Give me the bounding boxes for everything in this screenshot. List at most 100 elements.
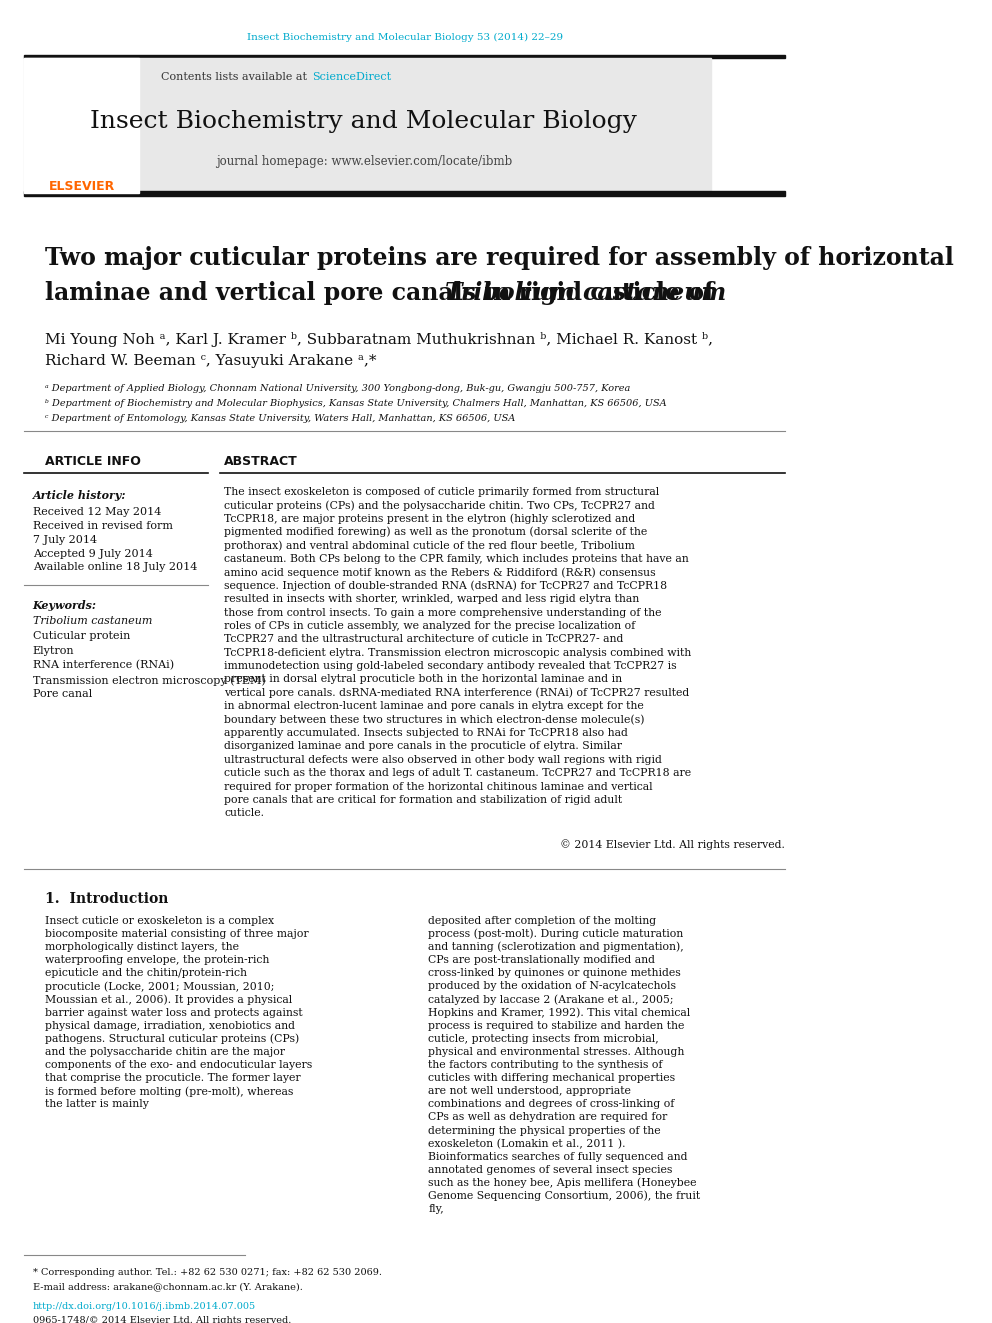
Text: castaneum. Both CPs belong to the CPR family, which includes proteins that have : castaneum. Both CPs belong to the CPR fa… [224, 554, 689, 564]
Text: ᶜ Department of Entomology, Kansas State University, Waters Hall, Manhattan, KS : ᶜ Department of Entomology, Kansas State… [45, 414, 515, 423]
Text: cuticle such as the thorax and legs of adult T. castaneum. TcCPR27 and TcCPR18 a: cuticle such as the thorax and legs of a… [224, 769, 691, 778]
Text: CPs are post-translationally modified and: CPs are post-translationally modified an… [429, 955, 656, 966]
Text: amino acid sequence motif known as the Rebers & Riddiford (R&R) consensus: amino acid sequence motif known as the R… [224, 568, 656, 578]
Text: deposited after completion of the molting: deposited after completion of the moltin… [429, 916, 657, 926]
Text: Two major cuticular proteins are required for assembly of horizontal: Two major cuticular proteins are require… [45, 246, 953, 270]
Text: TcCPR18, are major proteins present in the elytron (highly sclerotized and: TcCPR18, are major proteins present in t… [224, 513, 636, 524]
Text: pore canals that are critical for formation and stabilization of rigid adult: pore canals that are critical for format… [224, 795, 622, 804]
Text: Received 12 May 2014: Received 12 May 2014 [33, 507, 161, 517]
Text: fly,: fly, [429, 1204, 444, 1215]
Text: boundary between these two structures in which electron-dense molecule(s): boundary between these two structures in… [224, 714, 645, 725]
Text: Article history:: Article history: [33, 491, 126, 501]
Text: the factors contributing to the synthesis of: the factors contributing to the synthesi… [429, 1060, 663, 1070]
Text: ARTICLE INFO: ARTICLE INFO [45, 455, 141, 468]
Text: cuticular proteins (CPs) and the polysaccharide chitin. Two CPs, TcCPR27 and: cuticular proteins (CPs) and the polysac… [224, 500, 656, 511]
Text: and the polysaccharide chitin are the major: and the polysaccharide chitin are the ma… [45, 1046, 285, 1057]
Text: Transmission electron microscopy (TEM): Transmission electron microscopy (TEM) [33, 675, 266, 685]
Text: Insect cuticle or exoskeleton is a complex: Insect cuticle or exoskeleton is a compl… [45, 916, 274, 926]
Text: roles of CPs in cuticle assembly, we analyzed for the precise localization of: roles of CPs in cuticle assembly, we ana… [224, 620, 636, 631]
Text: physical and environmental stresses. Although: physical and environmental stresses. Alt… [429, 1046, 684, 1057]
Text: Keywords:: Keywords: [33, 599, 96, 611]
Text: immunodetection using gold-labeled secondary antibody revealed that TcCPR27 is: immunodetection using gold-labeled secon… [224, 662, 677, 671]
Text: disorganized laminae and pore canals in the procuticle of elytra. Similar: disorganized laminae and pore canals in … [224, 741, 622, 751]
Text: RNA interference (RNAi): RNA interference (RNAi) [33, 660, 174, 671]
Text: Tribolium castaneum: Tribolium castaneum [33, 617, 152, 626]
Text: procuticle (Locke, 2001; Moussian, 2010;: procuticle (Locke, 2001; Moussian, 2010; [45, 982, 274, 992]
Text: laminae and vertical pore canals in rigid cuticle of: laminae and vertical pore canals in rigi… [45, 280, 722, 304]
Text: such as the honey bee, Apis mellifera (Honeybee: such as the honey bee, Apis mellifera (H… [429, 1177, 696, 1188]
Text: Insect Biochemistry and Molecular Biology: Insect Biochemistry and Molecular Biolog… [90, 110, 637, 132]
Text: Richard W. Beeman ᶜ, Yasuyuki Arakane ᵃ,*: Richard W. Beeman ᶜ, Yasuyuki Arakane ᵃ,… [45, 355, 376, 368]
Text: barrier against water loss and protects against: barrier against water loss and protects … [45, 1008, 303, 1017]
Text: Tribolium castaneum: Tribolium castaneum [444, 280, 726, 304]
Text: ᵃ Department of Applied Biology, Chonnam National University, 300 Yongbong-dong,: ᵃ Department of Applied Biology, Chonnam… [45, 385, 630, 393]
Text: cuticles with differing mechanical properties: cuticles with differing mechanical prope… [429, 1073, 676, 1084]
Text: Genome Sequencing Consortium, 2006), the fruit: Genome Sequencing Consortium, 2006), the… [429, 1191, 700, 1201]
Text: cuticle.: cuticle. [224, 808, 264, 819]
Text: is formed before molting (pre-molt), whereas: is formed before molting (pre-molt), whe… [45, 1086, 294, 1097]
Text: Elytron: Elytron [33, 646, 74, 656]
Text: pigmented modified forewing) as well as the pronotum (dorsal sclerite of the: pigmented modified forewing) as well as … [224, 527, 648, 537]
Text: and tanning (sclerotization and pigmentation),: and tanning (sclerotization and pigmenta… [429, 942, 684, 953]
Text: the latter is mainly: the latter is mainly [45, 1099, 149, 1109]
Text: catalyzed by laccase 2 (Arakane et al., 2005;: catalyzed by laccase 2 (Arakane et al., … [429, 995, 674, 1005]
Text: Mi Young Noh ᵃ, Karl J. Kramer ᵇ, Subbaratnam Muthukrishnan ᵇ, Michael R. Kanost: Mi Young Noh ᵃ, Karl J. Kramer ᵇ, Subbar… [45, 332, 713, 347]
Text: in abnormal electron-lucent laminae and pore canals in elytra except for the: in abnormal electron-lucent laminae and … [224, 701, 644, 712]
Text: 0965-1748/© 2014 Elsevier Ltd. All rights reserved.: 0965-1748/© 2014 Elsevier Ltd. All right… [33, 1316, 291, 1323]
Text: cross-linked by quinones or quinone methides: cross-linked by quinones or quinone meth… [429, 968, 682, 979]
Text: Moussian et al., 2006). It provides a physical: Moussian et al., 2006). It provides a ph… [45, 995, 292, 1005]
Text: cuticle, protecting insects from microbial,: cuticle, protecting insects from microbi… [429, 1033, 659, 1044]
Text: process is required to stabilize and harden the: process is required to stabilize and har… [429, 1021, 684, 1031]
Text: Hopkins and Kramer, 1992). This vital chemical: Hopkins and Kramer, 1992). This vital ch… [429, 1007, 690, 1017]
Text: pathogens. Structural cuticular proteins (CPs): pathogens. Structural cuticular proteins… [45, 1033, 300, 1044]
Text: 1.  Introduction: 1. Introduction [45, 892, 169, 906]
Text: TcCPR18-deficient elytra. Transmission electron microscopic analysis combined wi: TcCPR18-deficient elytra. Transmission e… [224, 648, 691, 658]
Text: exoskeleton (Lomakin et al., 2011 ).: exoskeleton (Lomakin et al., 2011 ). [429, 1138, 626, 1148]
Bar [25, 57, 711, 193]
Text: those from control insects. To gain a more comprehensive understanding of the: those from control insects. To gain a mo… [224, 607, 662, 618]
Text: physical damage, irradiation, xenobiotics and: physical damage, irradiation, xenobiotic… [45, 1021, 295, 1031]
Text: Accepted 9 July 2014: Accepted 9 July 2014 [33, 549, 153, 558]
Text: resulted in insects with shorter, wrinkled, warped and less rigid elytra than: resulted in insects with shorter, wrinkl… [224, 594, 640, 605]
Text: vertical pore canals. dsRNA-mediated RNA interference (RNAi) of TcCPR27 resulted: vertical pore canals. dsRNA-mediated RNA… [224, 688, 689, 699]
Text: waterproofing envelope, the protein-rich: waterproofing envelope, the protein-rich [45, 955, 269, 966]
Text: Available online 18 July 2014: Available online 18 July 2014 [33, 562, 197, 573]
Text: * Corresponding author. Tel.: +82 62 530 0271; fax: +82 62 530 2069.: * Corresponding author. Tel.: +82 62 530… [33, 1269, 382, 1277]
Text: annotated genomes of several insect species: annotated genomes of several insect spec… [429, 1164, 673, 1175]
Text: ultrastructural defects were also observed in other body wall regions with rigid: ultrastructural defects were also observ… [224, 755, 663, 765]
Text: morphologically distinct layers, the: morphologically distinct layers, the [45, 942, 239, 953]
Text: that comprise the procuticle. The former layer: that comprise the procuticle. The former… [45, 1073, 301, 1084]
Text: ABSTRACT: ABSTRACT [224, 455, 299, 468]
Text: epicuticle and the chitin/protein-rich: epicuticle and the chitin/protein-rich [45, 968, 247, 979]
Text: determining the physical properties of the: determining the physical properties of t… [429, 1126, 661, 1135]
Text: present in dorsal elytral procuticle both in the horizontal laminae and in: present in dorsal elytral procuticle bot… [224, 675, 622, 684]
Text: © 2014 Elsevier Ltd. All rights reserved.: © 2014 Elsevier Ltd. All rights reserved… [559, 839, 785, 851]
Bar [25, 54, 785, 57]
Text: 7 July 2014: 7 July 2014 [33, 534, 97, 545]
Text: sequence. Injection of double-stranded RNA (dsRNA) for TcCPR27 and TcCPR18: sequence. Injection of double-stranded R… [224, 581, 668, 591]
Text: components of the exo- and endocuticular layers: components of the exo- and endocuticular… [45, 1060, 312, 1070]
Text: Bioinformatics searches of fully sequenced and: Bioinformatics searches of fully sequenc… [429, 1152, 687, 1162]
Text: Contents lists available at: Contents lists available at [161, 73, 310, 82]
Text: Pore canal: Pore canal [33, 689, 92, 700]
Text: produced by the oxidation of N-acylcatechols: produced by the oxidation of N-acylcatec… [429, 982, 677, 991]
Text: TcCPR27 and the ultrastructural architecture of cuticle in TcCPR27- and: TcCPR27 and the ultrastructural architec… [224, 634, 624, 644]
Text: Insect Biochemistry and Molecular Biology 53 (2014) 22–29: Insect Biochemistry and Molecular Biolog… [247, 33, 562, 42]
Bar [25, 57, 139, 193]
Text: prothorax) and ventral abdominal cuticle of the red flour beetle, Tribolium: prothorax) and ventral abdominal cuticle… [224, 540, 635, 550]
Text: ᵇ Department of Biochemistry and Molecular Biophysics, Kansas State University, : ᵇ Department of Biochemistry and Molecul… [45, 400, 667, 409]
Text: required for proper formation of the horizontal chitinous laminae and vertical: required for proper formation of the hor… [224, 782, 653, 791]
Text: ScienceDirect: ScienceDirect [311, 73, 391, 82]
Text: journal homepage: www.elsevier.com/locate/ibmb: journal homepage: www.elsevier.com/locat… [215, 155, 512, 168]
Text: biocomposite material consisting of three major: biocomposite material consisting of thre… [45, 929, 309, 939]
Text: Cuticular protein: Cuticular protein [33, 631, 130, 640]
Text: E-mail address: arakane@chonnam.ac.kr (Y. Arakane).: E-mail address: arakane@chonnam.ac.kr (Y… [33, 1282, 303, 1291]
Text: process (post-molt). During cuticle maturation: process (post-molt). During cuticle matu… [429, 929, 683, 939]
Text: combinations and degrees of cross-linking of: combinations and degrees of cross-linkin… [429, 1099, 675, 1109]
Text: http://dx.doi.org/10.1016/j.ibmb.2014.07.005: http://dx.doi.org/10.1016/j.ibmb.2014.07… [33, 1302, 256, 1311]
Text: are not well understood, appropriate: are not well understood, appropriate [429, 1086, 631, 1097]
Text: ELSEVIER: ELSEVIER [49, 180, 115, 193]
Text: CPs as well as dehydration are required for: CPs as well as dehydration are required … [429, 1113, 668, 1122]
Text: apparently accumulated. Insects subjected to RNAi for TcCPR18 also had: apparently accumulated. Insects subjecte… [224, 728, 628, 738]
Text: The insect exoskeleton is composed of cuticle primarily formed from structural: The insect exoskeleton is composed of cu… [224, 487, 660, 497]
